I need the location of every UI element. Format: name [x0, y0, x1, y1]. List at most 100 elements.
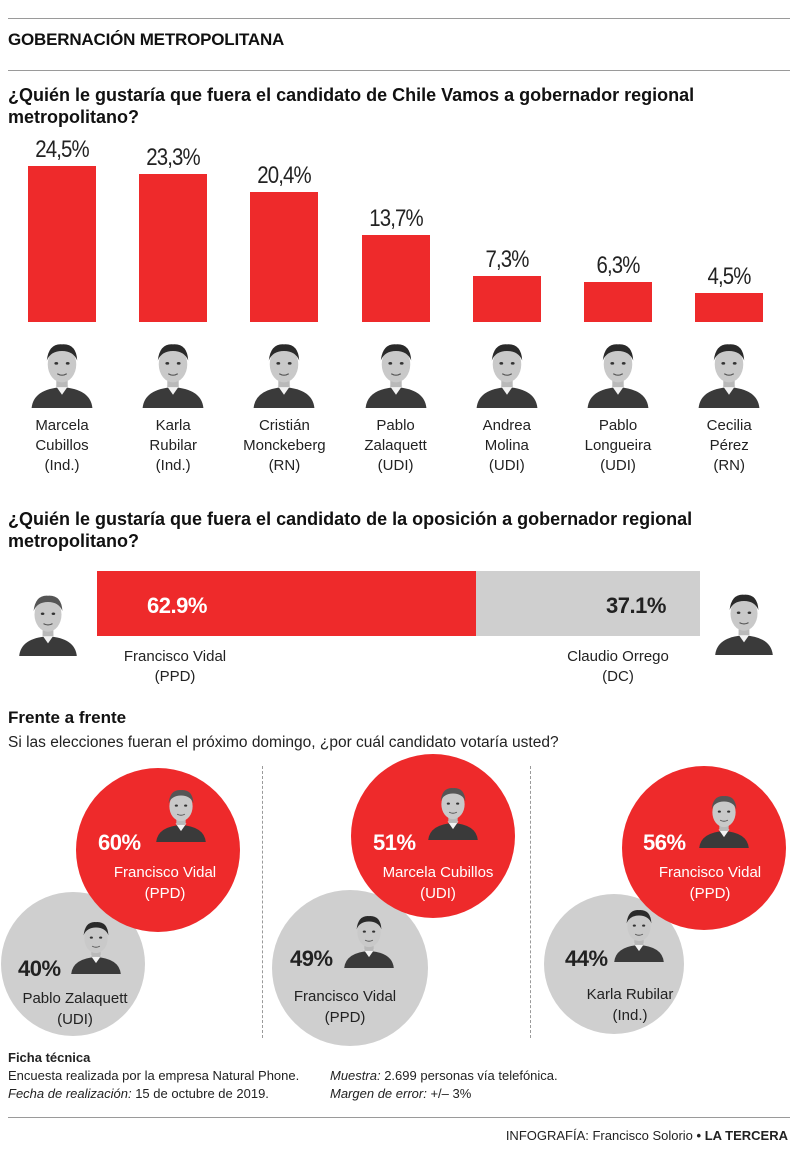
matchup-0-winner-circle [76, 768, 240, 932]
candidate-last-name: Cubillos [35, 437, 89, 454]
frente-a-frente-subtitle: Si las elecciones fueran el próximo domi… [8, 734, 559, 751]
candidate-party: (UDI) [600, 457, 636, 474]
person-portrait-icon [476, 344, 538, 408]
candidate-last-name: Zalaquett [364, 437, 427, 454]
candidate-label-2: Cristián Monckeberg (RN) [229, 416, 339, 476]
candidate-party: (DC) [602, 668, 634, 685]
bar-2 [250, 192, 319, 322]
person-portrait-icon [19, 595, 77, 656]
candidate-party: (UDI) [488, 457, 525, 474]
candidate-portrait-6 [691, 330, 767, 415]
person-portrait-icon [365, 344, 426, 408]
matchup-2-loser-pct: 44% [565, 946, 608, 971]
split-value-right: 37.1% [606, 593, 666, 618]
person-portrait-icon [698, 344, 760, 408]
candidate-party: (PPD) [324, 1009, 366, 1026]
person-portrait-icon [614, 910, 664, 962]
candidate-first-name: Andrea [482, 417, 531, 434]
matchup-0-winner-label: Francisco Vidal (PPD) [100, 862, 230, 904]
ficha-margen-value: +/– 3% [426, 1086, 472, 1101]
bar-0 [28, 166, 96, 322]
page-title: GOBERNACIÓN METROPOLITANA [8, 30, 285, 49]
candidate-party: (RN) [268, 457, 301, 474]
candidate-last-name: Monckeberg [243, 437, 326, 454]
candidate-name: Francisco Vidal [293, 988, 397, 1005]
bar-value-label-6: 4,5% [707, 263, 752, 291]
credit-line: INFOGRAFÍA: Francisco Solorio • LA TERCE… [506, 1128, 788, 1143]
split-name-right: Claudio Orrego (DC) [528, 647, 708, 687]
candidate-portrait-3 [358, 330, 434, 415]
candidate-first-name: Marcela [35, 417, 89, 434]
matchup-2-winner-pct: 56% [643, 830, 686, 855]
matchup-2-winner-portrait [693, 781, 755, 858]
person-portrait-icon [699, 796, 749, 848]
ficha-muestra-value: 2.699 personas vía telefónica. [380, 1068, 558, 1083]
candidate-portrait-2 [246, 330, 322, 415]
portrait-left [12, 578, 84, 667]
ficha-muestra: Muestra: 2.699 personas vía telefónica. [330, 1068, 558, 1083]
person-portrait-icon [253, 344, 315, 408]
candidate-portrait-5 [580, 330, 656, 415]
candidate-party: (UDI) [420, 885, 456, 902]
candidate-party: (UDI) [377, 457, 414, 474]
candidate-party: (PPD) [689, 885, 731, 902]
candidate-party: (Ind.) [155, 457, 191, 474]
matchup-1-winner-label: Marcela Cubillos (UDI) [373, 862, 503, 904]
person-portrait-icon [31, 344, 93, 408]
ficha-fecha: Fecha de realización: 15 de octubre de 2… [8, 1086, 269, 1101]
candidate-first-name: Cristián [258, 417, 310, 434]
candidate-name: Francisco Vidal [113, 864, 217, 881]
person-portrait-icon [428, 788, 478, 840]
candidate-party: (PPD) [144, 885, 186, 902]
matchup-0-winner-portrait [150, 775, 212, 852]
candidate-name: Karla Rubilar [586, 986, 674, 1003]
candidate-name: Pablo Zalaquett [22, 990, 128, 1007]
ficha-margen-label: Margen de error: [330, 1086, 427, 1101]
candidate-portrait-4 [469, 330, 545, 415]
bar-value-label-0: 24,5% [35, 136, 89, 164]
bar-4 [472, 275, 541, 322]
split-bar-left [97, 571, 477, 636]
candidate-first-name: Pablo [376, 417, 415, 434]
divider-1 [262, 766, 263, 1038]
person-portrait-icon [587, 344, 649, 408]
candidate-last-name: Molina [484, 437, 529, 454]
bar-value-label-1: 23,3% [146, 144, 200, 172]
divider-2 [530, 766, 531, 1038]
candidate-label-3: Pablo Zalaquett (UDI) [341, 416, 451, 476]
candidate-name: Claudio Orrego [567, 648, 669, 665]
ficha-fecha-label: Fecha de realización: [8, 1086, 132, 1101]
candidate-name: Francisco Vidal [123, 648, 227, 665]
candidate-label-0: Marcela Cubillos (Ind.) [7, 416, 117, 476]
ficha-muestra-label: Muestra: [330, 1068, 381, 1083]
bar-value-label-4: 7,3% [485, 245, 529, 273]
candidate-last-name: Pérez [709, 437, 749, 454]
split-name-left: Francisco Vidal (PPD) [85, 647, 265, 687]
bar-1 [139, 174, 208, 322]
candidate-label-1: Karla Rubilar (Ind.) [118, 416, 228, 476]
matchup-0-loser-portrait [65, 908, 127, 983]
title-rule [8, 70, 790, 71]
candidate-label-5: Pablo Longueira (UDI) [563, 416, 673, 476]
ficha-fecha-value: 15 de octubre de 2019. [131, 1086, 269, 1101]
frente-a-frente-title: Frente a frente [8, 708, 127, 727]
matchup-2-winner-label: Francisco Vidal (PPD) [645, 862, 775, 904]
candidate-portrait-1 [135, 330, 211, 415]
candidate-party: (UDI) [57, 1011, 93, 1028]
top-rule [8, 18, 790, 19]
ficha-tecnica-title: Ficha técnica [8, 1050, 91, 1065]
question-chile-vamos: ¿Quién le gustaría que fuera el candidat… [8, 85, 695, 127]
candidate-name: Marcela Cubillos [382, 864, 494, 881]
candidate-portrait-0 [24, 330, 100, 415]
bar-value-label-2: 20,4% [257, 162, 312, 190]
person-portrait-icon [715, 594, 773, 655]
bottom-rule [8, 1117, 790, 1118]
bar-value-label-5: 6,3% [596, 251, 640, 279]
question-oposicion: ¿Quién le gustaría que fuera el candidat… [8, 509, 693, 551]
split-bar-right [476, 571, 700, 636]
person-portrait-icon [71, 922, 121, 974]
matchup-0-loser-label: Pablo Zalaquett (UDI) [0, 988, 150, 1030]
bar-5 [584, 281, 652, 322]
matchup-1-loser-portrait [338, 902, 400, 977]
candidate-label-4: Andrea Molina (UDI) [452, 416, 562, 476]
